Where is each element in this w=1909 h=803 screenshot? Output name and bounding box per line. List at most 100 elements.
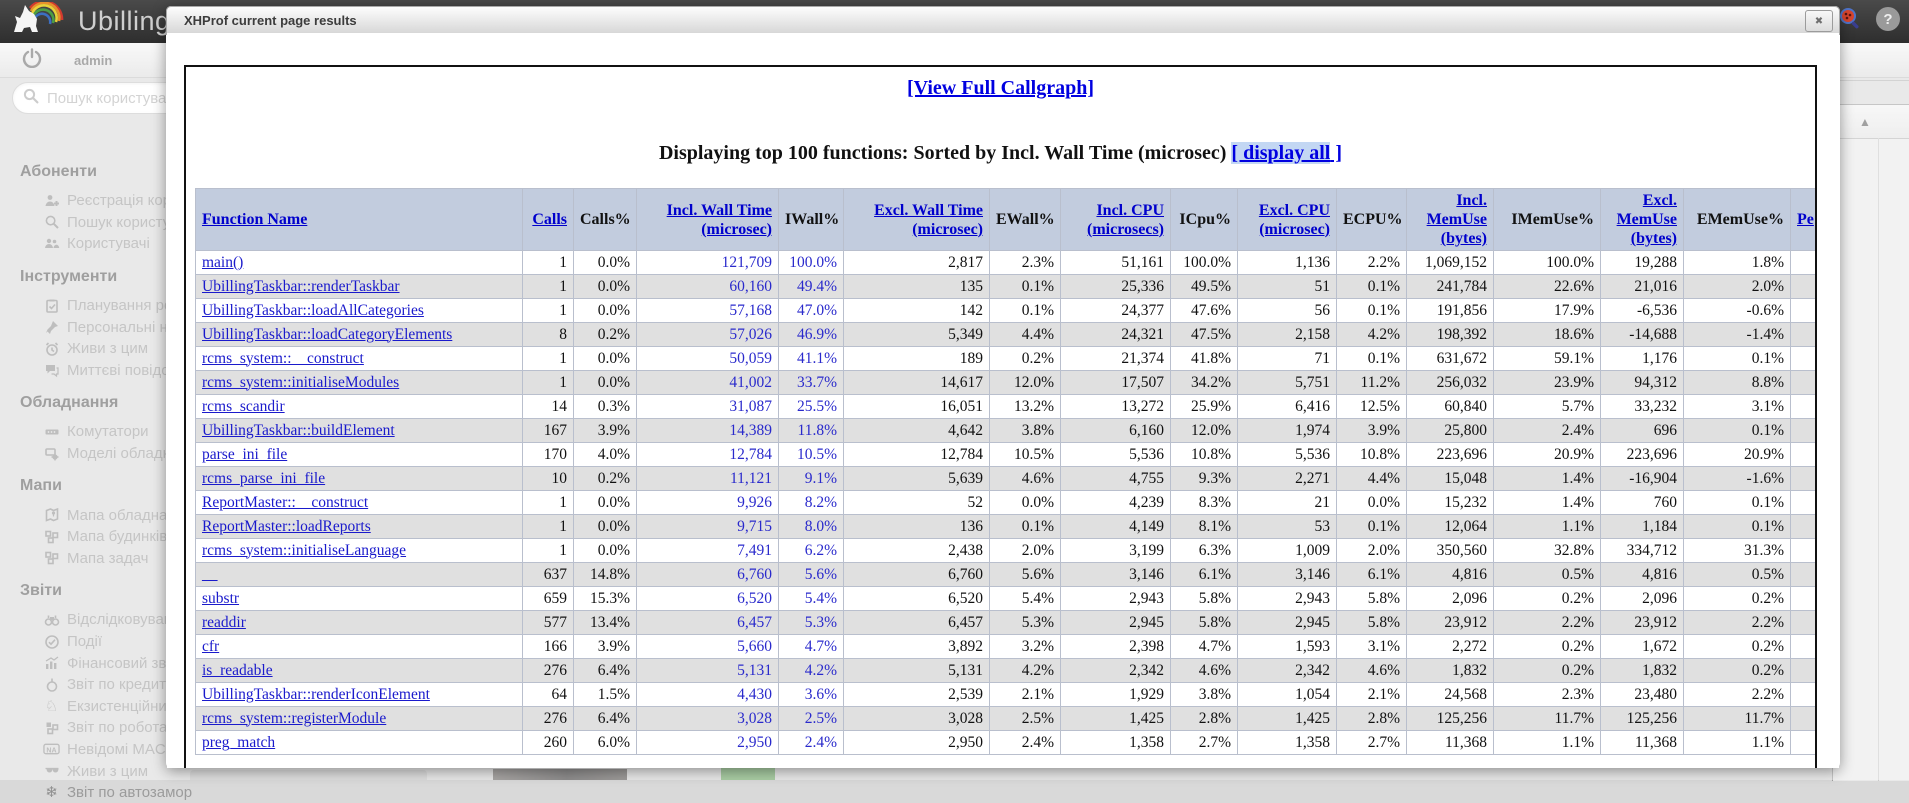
sidebar-item[interactable]: Живи з цим <box>20 338 180 360</box>
function-link[interactable]: ReportMaster::__construct <box>202 493 369 511</box>
sidebar-item[interactable]: ♘ Екзистенційний кі <box>20 696 189 718</box>
function-name-cell[interactable]: substr <box>195 586 523 611</box>
value-cell: 100.0% <box>1493 250 1601 275</box>
sidebar-item[interactable]: Звіт по роботах <box>20 717 180 739</box>
function-link[interactable]: UbillingTaskbar::renderIconElement <box>202 685 430 703</box>
column-header[interactable]: Incl. CPU (microsecs) <box>1060 188 1171 251</box>
function-name-cell[interactable]: cfr <box>195 634 523 659</box>
sidebar-item[interactable]: Реєстрація корист <box>20 190 194 212</box>
function-link[interactable]: main() <box>202 253 244 271</box>
function-name-cell[interactable]: UbillingTaskbar::buildElement <box>195 418 523 443</box>
sidebar-item[interactable]: Фінансовий звіт <box>20 652 180 674</box>
function-name-cell[interactable]: __ <box>195 562 523 587</box>
sidebar-item[interactable]: Події <box>20 631 180 653</box>
function-name-cell[interactable]: UbillingTaskbar::loadCategoryElements <box>195 322 523 347</box>
column-header[interactable]: Pe <box>1790 188 1815 251</box>
function-link[interactable]: UbillingTaskbar::loadAllCategories <box>202 301 424 319</box>
sidebar-item[interactable]: Пошук користувач <box>20 212 194 234</box>
function-name-cell[interactable]: rcms_system::initialiseLanguage <box>195 538 523 563</box>
column-header[interactable]: Excl. Wall Time (microsec) <box>843 188 990 251</box>
function-name-cell[interactable]: ReportMaster::loadReports <box>195 514 523 539</box>
function-link[interactable]: rcms_parse_ini_file <box>202 469 326 487</box>
sidebar-item[interactable]: Мапа задач <box>20 548 180 570</box>
function-link[interactable]: rcms_system::initialiseLanguage <box>202 541 407 559</box>
function-link[interactable]: parse_ini_file <box>202 445 288 463</box>
panel-collapse-header[interactable]: ▲ <box>1833 105 1909 139</box>
sidebar-item[interactable]: NA Невідомі MAC адр <box>20 739 195 761</box>
column-header[interactable]: Function Name <box>195 188 523 251</box>
xhprof-debug-icon[interactable] <box>1837 6 1863 37</box>
column-header[interactable]: Calls <box>522 188 574 251</box>
column-header[interactable]: Excl. MemUse (bytes) <box>1600 188 1684 251</box>
function-name-cell[interactable]: is_readable <box>195 658 523 683</box>
sidebar-item[interactable]: Відслідковування <box>20 609 188 631</box>
function-name-cell[interactable]: main() <box>195 250 523 275</box>
sidebar-item[interactable]: ❄ Звіт по автозамор <box>20 782 192 803</box>
sort-column-link[interactable]: Pe <box>1797 211 1814 228</box>
function-link[interactable]: UbillingTaskbar::renderTaskbar <box>202 277 400 295</box>
value-cell: 223,696 <box>1600 442 1684 467</box>
buildings-icon <box>43 528 60 545</box>
value-cell: 5,131 <box>843 658 990 683</box>
help-icon[interactable]: ? <box>1875 6 1901 37</box>
close-icon[interactable]: ✖ <box>1805 10 1833 32</box>
function-link[interactable]: is_readable <box>202 661 273 679</box>
value-cell: 6,520 <box>636 586 779 611</box>
function-name-cell[interactable]: parse_ini_file <box>195 442 523 467</box>
value-cell <box>1790 658 1815 683</box>
function-name-cell[interactable]: UbillingTaskbar::renderIconElement <box>195 682 523 707</box>
dialog-title-bar[interactable]: XHProf current page results ✖ <box>166 6 1840 35</box>
sort-column-link[interactable]: Excl. Wall Time (microsec) <box>874 201 983 238</box>
function-link[interactable]: UbillingTaskbar::buildElement <box>202 421 395 439</box>
function-name-cell[interactable]: rcms_system::initialiseModules <box>195 370 523 395</box>
function-link[interactable]: rcms_system::registerModule <box>202 709 387 727</box>
sidebar-item[interactable]: Звіт по кредитах <box>20 674 182 696</box>
view-full-callgraph-link[interactable]: [View Full Callgraph] <box>906 77 1095 99</box>
sort-column-link[interactable]: Incl. Wall Time (microsec) <box>666 201 772 238</box>
sort-column-link[interactable]: Calls <box>532 211 567 228</box>
function-link[interactable]: cfr <box>202 637 220 655</box>
function-link[interactable]: readdir <box>202 613 246 631</box>
function-name-cell[interactable]: rcms_system::registerModule <box>195 706 523 731</box>
function-link[interactable]: __ <box>202 565 218 583</box>
sort-column-link[interactable]: Excl. CPU (microsec) <box>1258 201 1330 238</box>
function-name-cell[interactable]: readdir <box>195 610 523 635</box>
sidebar-item[interactable]: Живи з цим <box>20 760 180 782</box>
na-badge-icon: NA <box>43 741 60 758</box>
value-cell: 0.1% <box>1336 298 1407 323</box>
function-name-cell[interactable]: ReportMaster::__construct <box>195 490 523 515</box>
sidebar-item[interactable]: Мапа обладнання <box>20 504 192 526</box>
function-link[interactable]: rcms_system::__construct <box>202 349 364 367</box>
function-name-cell[interactable]: rcms_system::__construct <box>195 346 523 371</box>
function-name-cell[interactable]: UbillingTaskbar::renderTaskbar <box>195 274 523 299</box>
function-link[interactable]: preg_match <box>202 733 276 751</box>
function-link[interactable]: rcms_scandir <box>202 397 285 415</box>
sidebar-item[interactable]: Мапа будинків <box>20 526 180 548</box>
sidebar-item[interactable]: Планування робіт <box>20 295 191 317</box>
collapse-arrow-icon[interactable]: ▲ <box>1859 114 1871 129</box>
function-name-cell[interactable]: rcms_scandir <box>195 394 523 419</box>
sidebar-item[interactable]: Миттєві повідомле <box>20 360 197 382</box>
column-header[interactable]: Incl. MemUse (bytes) <box>1406 188 1494 251</box>
sort-column-link[interactable]: Incl. CPU (microsecs) <box>1087 201 1164 238</box>
function-link[interactable]: rcms_system::initialiseModules <box>202 373 400 391</box>
column-header[interactable]: Excl. CPU (microsec) <box>1237 188 1337 251</box>
sort-column-link[interactable]: Incl. MemUse (bytes) <box>1426 192 1487 247</box>
value-cell: 2,342 <box>1237 658 1337 683</box>
sort-column-link[interactable]: Function Name <box>202 211 308 228</box>
function-link[interactable]: substr <box>202 589 240 607</box>
function-name-cell[interactable]: rcms_parse_ini_file <box>195 466 523 491</box>
sidebar-item[interactable]: Користувачі <box>20 233 180 255</box>
sidebar-item[interactable]: Персональні нота <box>20 316 191 338</box>
function-name-cell[interactable]: UbillingTaskbar::loadAllCategories <box>195 298 523 323</box>
display-all-link[interactable]: [ display all ] <box>1231 142 1343 164</box>
sidebar-item[interactable]: Моделі обладнанн <box>20 443 196 465</box>
function-name-cell[interactable]: preg_match <box>195 730 523 755</box>
table-row: readdir 577 13.4% 6,457 5.3% 6,457 5.3% 2,945 5.… <box>195 610 1815 635</box>
function-link[interactable]: UbillingTaskbar::loadCategoryElements <box>202 325 453 343</box>
column-header[interactable]: Incl. Wall Time (microsec) <box>636 188 779 251</box>
logout-power-icon[interactable] <box>22 47 42 73</box>
sidebar-item[interactable]: Комутатори <box>20 421 180 443</box>
function-link[interactable]: ReportMaster::loadReports <box>202 517 371 535</box>
sort-column-link[interactable]: Excl. MemUse (bytes) <box>1616 192 1677 247</box>
